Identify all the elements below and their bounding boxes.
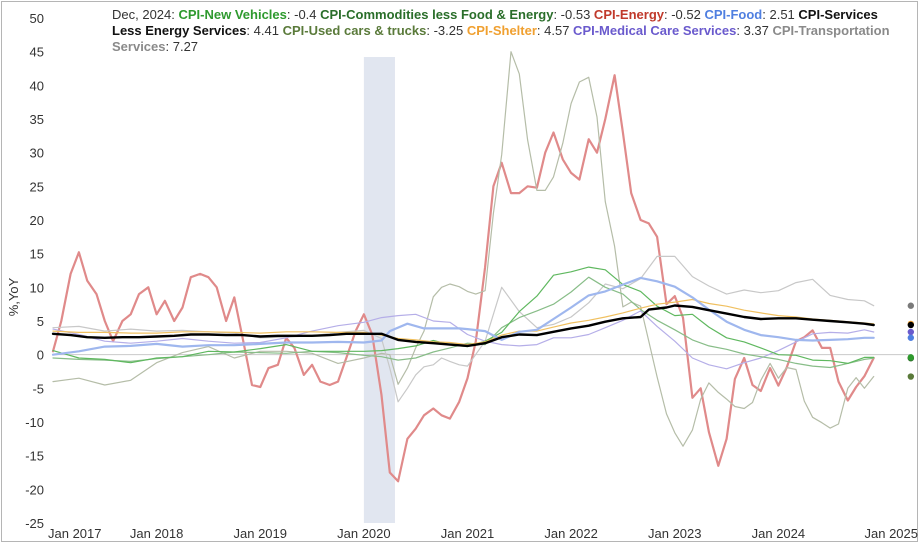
- y-tick-label: -15: [25, 449, 44, 464]
- legend-item-name: CPI-Medical Care Services: [569, 23, 737, 38]
- y-tick-label: 25: [30, 179, 44, 194]
- y-tick-label: 45: [30, 45, 44, 60]
- end-dot-cpi-food: [907, 334, 915, 341]
- y-tick-label: -20: [25, 482, 44, 497]
- end-dot-cpi-services-less-energy-services: [907, 321, 915, 329]
- x-tick-label: Jan 2024: [752, 526, 806, 541]
- legend-item-value: : -0.4: [286, 7, 317, 22]
- y-tick-label: 10: [30, 280, 44, 295]
- legend-item-name: CPI-Commodities less Food & Energy: [316, 7, 554, 22]
- end-dot-cpi-new-vehicles: [907, 354, 915, 361]
- legend-item: CPI-Shelter: 4.57: [463, 23, 570, 38]
- y-tick-label: 15: [30, 247, 44, 262]
- x-tick-label: Jan 2023: [648, 526, 702, 541]
- legend-item: CPI-Energy: -0.52: [590, 7, 701, 22]
- legend-item-name: CPI-New Vehicles: [178, 7, 287, 22]
- legend-item-value: : 4.57: [536, 23, 570, 38]
- legend-item: CPI-Food: 2.51: [700, 7, 795, 22]
- end-dot-cpi-transportation-services: [907, 302, 915, 309]
- series-line-cpi-energy: [51, 74, 875, 483]
- x-tick-label: Jan 2021: [441, 526, 495, 541]
- legend: Dec, 2024: CPI-New Vehicles: -0.4 CPI-Co…: [112, 7, 902, 55]
- legend-item-name: CPI-Used cars & trucks: [278, 23, 427, 38]
- legend-item-name: CPI-Services Less Energy Services: [112, 7, 878, 38]
- series-line-cpi-new-vehicles: [52, 266, 875, 364]
- y-tick-label: 40: [30, 78, 44, 93]
- legend-item-value: : 2.51: [762, 7, 795, 22]
- x-tick-label: Jan 2025: [865, 526, 919, 541]
- series-line-cpi-services-less-energy-services: [51, 304, 875, 348]
- end-dot-cpi-medical-care-services: [907, 328, 915, 336]
- legend-item-value: : -0.53: [553, 7, 591, 22]
- legend-item: CPI-Medical Care Services: 3.37: [569, 23, 769, 38]
- y-tick-label: 35: [30, 112, 44, 127]
- x-tick-label: Jan 2020: [337, 526, 391, 541]
- x-tick-label: Jan 2022: [544, 526, 598, 541]
- y-tick-label: -10: [25, 415, 44, 430]
- y-tick-label: 30: [30, 146, 44, 161]
- legend-item-name: CPI-Energy: [590, 7, 664, 22]
- y-tick-label: 5: [37, 314, 44, 329]
- y-tick-label: 20: [30, 213, 44, 228]
- end-dot-cpi-used-cars-trucks: [907, 373, 915, 380]
- legend-item: CPI-Used cars & trucks: -3.25: [278, 23, 464, 38]
- x-tick-label: Jan 2019: [234, 526, 288, 541]
- legend-item: CPI-Transportation Services: 7.27: [112, 23, 890, 54]
- recession-shading-layer: [363, 57, 395, 523]
- y-tick-label: -25: [25, 516, 44, 531]
- legend-item-value: : 3.37: [736, 23, 769, 38]
- legend-item-value: : 4.41: [246, 23, 279, 38]
- y-tick-label: 0: [37, 348, 44, 363]
- x-tick-label: Jan 2018: [130, 526, 184, 541]
- y-axis-label: %,YoY: [6, 277, 21, 316]
- series-line-cpi-medical-care-services: [52, 310, 875, 370]
- legend-item: CPI-Commodities less Food & Energy: -0.5…: [316, 7, 591, 22]
- end-dot-layer: [907, 302, 915, 380]
- series-line-cpi-used-cars-trucks: [52, 51, 875, 447]
- series-layer: [51, 51, 875, 483]
- series-line-cpi-shelter: [52, 298, 875, 346]
- legend-item-value: : 7.27: [165, 39, 199, 54]
- legend-item-value: : -3.25: [426, 23, 464, 38]
- x-tick-label: Jan 2017: [48, 526, 102, 541]
- legend-item: CPI-Services Less Energy Services: 4.41: [112, 7, 878, 38]
- y-tick-label: -5: [32, 381, 44, 396]
- y-tick-label: 50: [30, 11, 44, 26]
- legend-items: CPI-New Vehicles: -0.4 CPI-Commodities l…: [112, 7, 890, 54]
- legend-item-name: CPI-Transportation Services: [112, 23, 890, 54]
- legend-item-name: CPI-Shelter: [463, 23, 537, 38]
- recession-band: [363, 57, 395, 523]
- legend-item-value: : -0.52: [664, 7, 701, 22]
- legend-item: CPI-New Vehicles: -0.4: [179, 7, 317, 22]
- legend-item-name: CPI-Food: [700, 7, 763, 22]
- legend-date: Dec, 2024:: [112, 7, 175, 22]
